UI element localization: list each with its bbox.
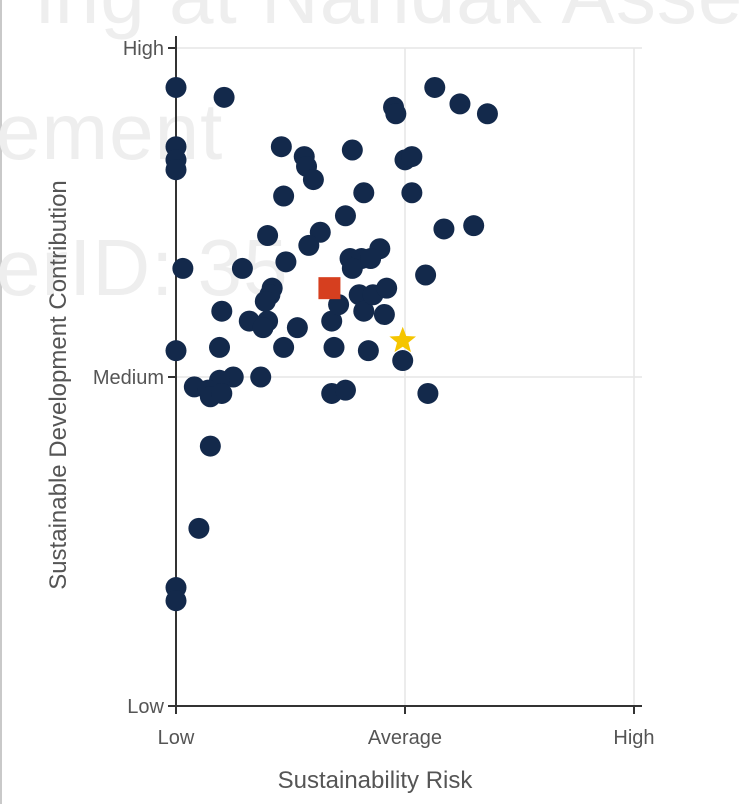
data-point-66[interactable] [199, 435, 221, 457]
data-point-12[interactable] [424, 76, 446, 98]
y-axis-title: Sustainable Development Contribution [45, 180, 72, 590]
data-point-49[interactable] [373, 303, 395, 325]
data-point-14[interactable] [476, 103, 498, 125]
data-point-53[interactable] [165, 340, 187, 362]
y-tick-label-1: Medium [93, 367, 164, 389]
data-point-50[interactable] [273, 336, 295, 358]
data-point-1[interactable] [213, 86, 235, 108]
data-point-61[interactable] [211, 382, 233, 404]
data-point-42[interactable] [286, 317, 308, 339]
data-point-16[interactable] [401, 146, 423, 168]
data-point-56[interactable] [250, 366, 272, 388]
data-point-51[interactable] [323, 336, 345, 358]
data-point-63[interactable] [334, 379, 356, 401]
data-point-18[interactable] [353, 182, 375, 204]
data-point-20[interactable] [334, 205, 356, 227]
data-point-54[interactable] [209, 336, 231, 358]
data-point-8[interactable] [302, 169, 324, 191]
data-point-67[interactable] [188, 517, 210, 539]
data-point-64[interactable] [392, 350, 414, 372]
data-point-43[interactable] [321, 310, 343, 332]
x-tick-label-2: High [613, 727, 654, 749]
data-point-37[interactable] [254, 290, 276, 312]
x-tick-label-0: Low [158, 727, 195, 749]
data-point-28[interactable] [275, 251, 297, 273]
data-point-9[interactable] [341, 139, 363, 161]
data-point-44[interactable] [328, 294, 350, 316]
data-points [165, 76, 498, 612]
data-point-33[interactable] [360, 248, 382, 270]
data-point-31[interactable] [341, 257, 363, 279]
data-point-41[interactable] [252, 317, 274, 339]
data-point-65[interactable] [417, 382, 439, 404]
data-point-25[interactable] [463, 215, 485, 237]
data-point-27[interactable] [231, 257, 253, 279]
data-point-19[interactable] [273, 185, 295, 207]
data-point-0[interactable] [165, 76, 187, 98]
data-point-52[interactable] [357, 340, 379, 362]
data-point-4[interactable] [165, 159, 187, 181]
data-point-46[interactable] [353, 300, 375, 322]
data-point-17[interactable] [401, 182, 423, 204]
data-point-24[interactable] [433, 218, 455, 240]
data-point-48[interactable] [376, 277, 398, 299]
y-tick-label-2: High [123, 38, 164, 60]
tick-labels: Low Average High Low Medium High [93, 38, 655, 749]
x-tick-label-1: Average [368, 727, 442, 749]
data-point-26[interactable] [172, 257, 194, 279]
data-point-34[interactable] [415, 264, 437, 286]
data-point-69[interactable] [165, 590, 187, 612]
y-tick-label-0: Low [127, 696, 164, 718]
data-point-38[interactable] [211, 300, 233, 322]
data-point-22[interactable] [257, 225, 279, 247]
highlight-square-point[interactable] [318, 277, 341, 300]
data-point-11[interactable] [385, 103, 407, 125]
data-point-23[interactable] [298, 234, 320, 256]
data-point-13[interactable] [449, 93, 471, 115]
x-axis-title: Sustainability Risk [278, 767, 474, 794]
data-point-5[interactable] [270, 136, 292, 158]
highlight-star-point[interactable] [389, 326, 417, 353]
